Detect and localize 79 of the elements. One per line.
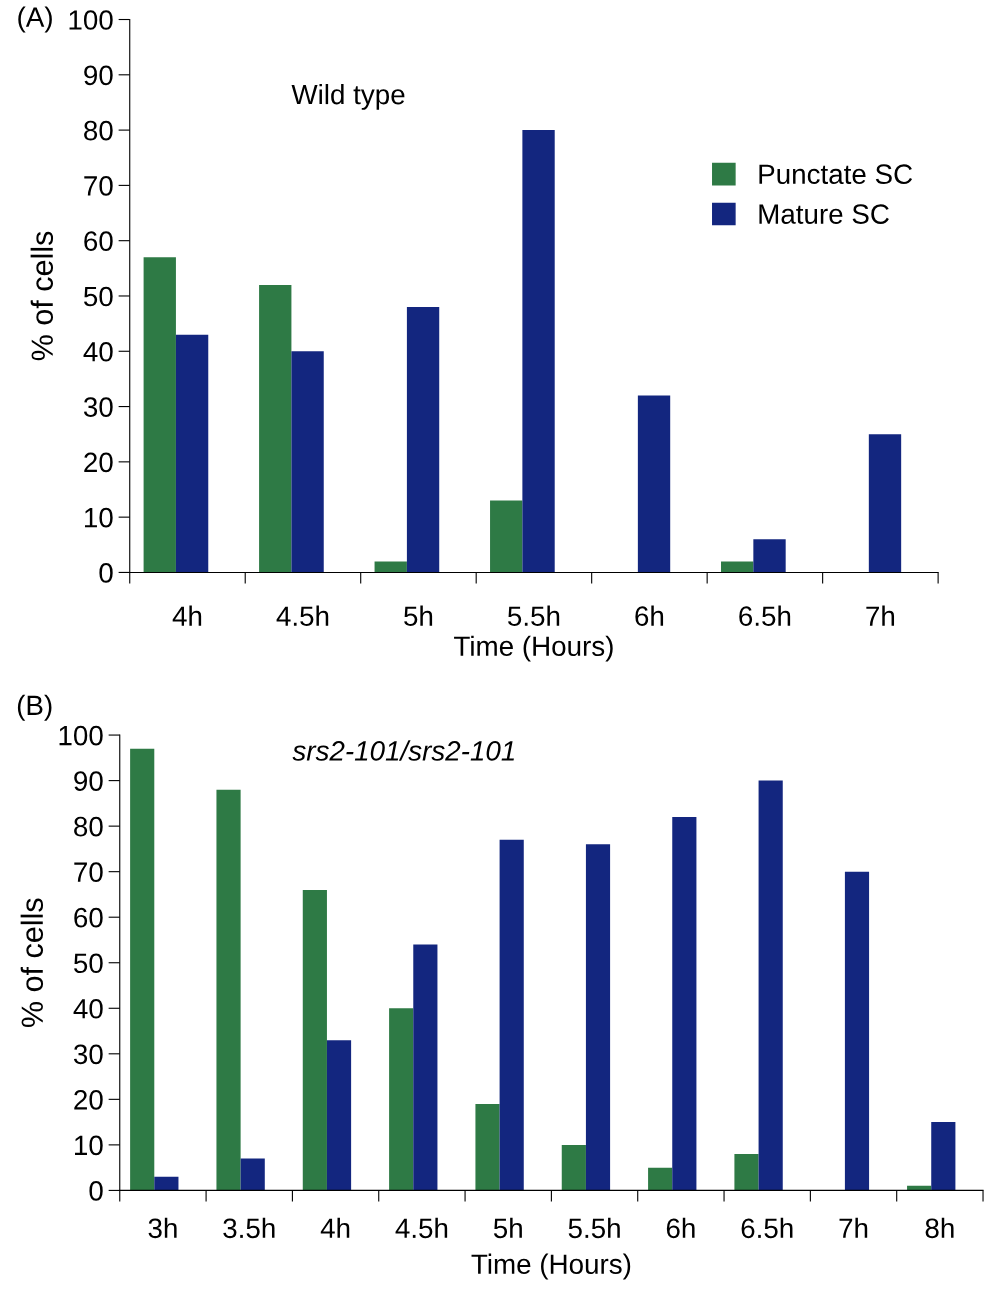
- bar: [734, 1153, 759, 1191]
- bar: [931, 1122, 956, 1191]
- y-tick-label: 40: [83, 341, 113, 362]
- bar: [475, 1103, 500, 1191]
- x-tick-label: 5h: [404, 605, 433, 627]
- y-axis-title: % of cells: [30, 231, 54, 361]
- x-tick-label: 5h: [493, 1217, 522, 1239]
- bar: [758, 780, 783, 1191]
- chart-title: (A): [18, 6, 52, 33]
- y-tick-label: 50: [74, 953, 103, 974]
- bar: [326, 1040, 352, 1191]
- bar: [216, 789, 241, 1191]
- y-tick-label: 40: [73, 998, 103, 1019]
- chart-title: (B): [17, 694, 52, 721]
- x-tick-label: 6.5h: [739, 605, 791, 627]
- bar: [648, 1167, 673, 1191]
- x-tick-label: 4.5h: [276, 605, 329, 627]
- y-tick-label: 60: [84, 231, 113, 252]
- x-tick-label: 3.5h: [223, 1217, 275, 1239]
- bar: [413, 944, 438, 1191]
- bar: [291, 351, 324, 573]
- bar: [522, 130, 555, 573]
- legend-label: Punctate SC: [759, 164, 913, 185]
- y-tick-label: 0: [99, 563, 113, 583]
- y-tick-label: 70: [84, 176, 113, 196]
- x-tick-label: 6h: [635, 605, 664, 627]
- bar: [868, 434, 902, 573]
- bar: [406, 307, 440, 573]
- y-tick-label: 10: [84, 507, 113, 528]
- bar: [154, 1176, 179, 1191]
- bar: [130, 748, 155, 1191]
- bar: [175, 334, 209, 573]
- bar: [637, 395, 671, 573]
- chart-subtitle: srs2-101/srs2-101: [292, 740, 514, 761]
- x-tick-label: 4h: [172, 605, 202, 626]
- x-tick-label: 6.5h: [741, 1217, 793, 1239]
- x-tick-label: 8h: [925, 1217, 954, 1239]
- bar: [672, 817, 697, 1191]
- x-tick-label: 7h: [839, 1217, 868, 1238]
- bar: [374, 561, 407, 573]
- y-tick-label: 10: [75, 1135, 103, 1156]
- y-tick-label: 20: [84, 452, 113, 473]
- bar: [389, 1008, 414, 1191]
- x-tick-label: 7h: [866, 605, 895, 626]
- bar: [499, 839, 524, 1191]
- x-axis-title: Time (Hours): [454, 635, 613, 662]
- x-tick-label: 5.5h: [568, 1217, 620, 1239]
- y-axis-title: % of cells: [20, 898, 44, 1028]
- y-tick-label: 90: [74, 771, 103, 791]
- bar: [490, 500, 523, 573]
- bar: [240, 1158, 265, 1191]
- y-tick-label: 80: [74, 816, 103, 837]
- y-tick-label: 100: [59, 725, 103, 746]
- bar: [844, 871, 870, 1191]
- bar: [721, 561, 754, 573]
- y-tick-label: 80: [84, 120, 113, 141]
- x-tick-label: 6h: [666, 1217, 695, 1239]
- bar: [143, 257, 176, 573]
- y-tick-label: 20: [74, 1090, 103, 1110]
- bar: [302, 889, 327, 1191]
- y-tick-label: 0: [89, 1181, 103, 1201]
- text: Wild type: [291, 83, 405, 110]
- bar: [259, 284, 292, 573]
- bar: [753, 539, 786, 573]
- x-tick-label: 4.5h: [395, 1217, 448, 1239]
- legend-label: Mature SC: [759, 204, 889, 224]
- y-tick-label: 50: [83, 286, 113, 307]
- x-tick-label: 5.5h: [508, 605, 560, 627]
- bar: [561, 1144, 586, 1191]
- bar: [585, 844, 611, 1191]
- y-tick-label: 30: [83, 397, 113, 417]
- x-tick-label: 4h: [320, 1217, 350, 1238]
- y-tick-label: 90: [84, 65, 113, 86]
- x-axis-title: Time (Hours): [471, 1253, 631, 1280]
- x-tick-label: 3h: [148, 1217, 177, 1239]
- y-tick-label: 70: [74, 862, 103, 883]
- y-tick-label: 60: [74, 907, 103, 928]
- y-tick-label: 100: [69, 10, 113, 30]
- y-tick-label: 30: [73, 1044, 103, 1065]
